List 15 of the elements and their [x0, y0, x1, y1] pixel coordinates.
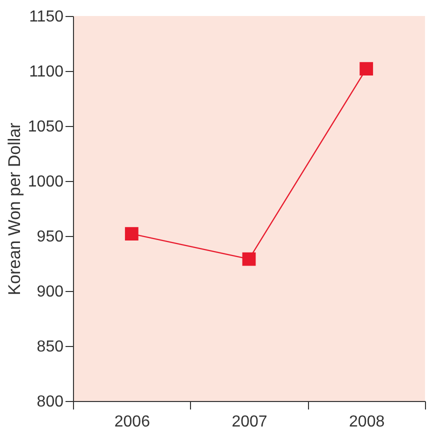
y-tick-label: 1000 — [28, 174, 64, 190]
point — [124, 227, 138, 241]
y-tick-label: 1100 — [29, 64, 64, 80]
y-tick-label: 800 — [36, 394, 64, 410]
x-tick-label: 2008 — [349, 414, 385, 430]
y-tick-label: 1150 — [29, 8, 64, 26]
x-tick-label: 2007 — [232, 414, 268, 430]
y-tick-label: 850 — [36, 338, 64, 356]
point — [360, 62, 374, 76]
y-tick-label: 950 — [36, 228, 64, 246]
y-tick-label: 1050 — [28, 118, 64, 136]
x-tick-label: 2006 — [114, 414, 150, 430]
y-axis-title: Korean Won per Dollar — [4, 122, 24, 296]
y-tick-label: 900 — [36, 284, 64, 300]
point — [242, 252, 256, 266]
